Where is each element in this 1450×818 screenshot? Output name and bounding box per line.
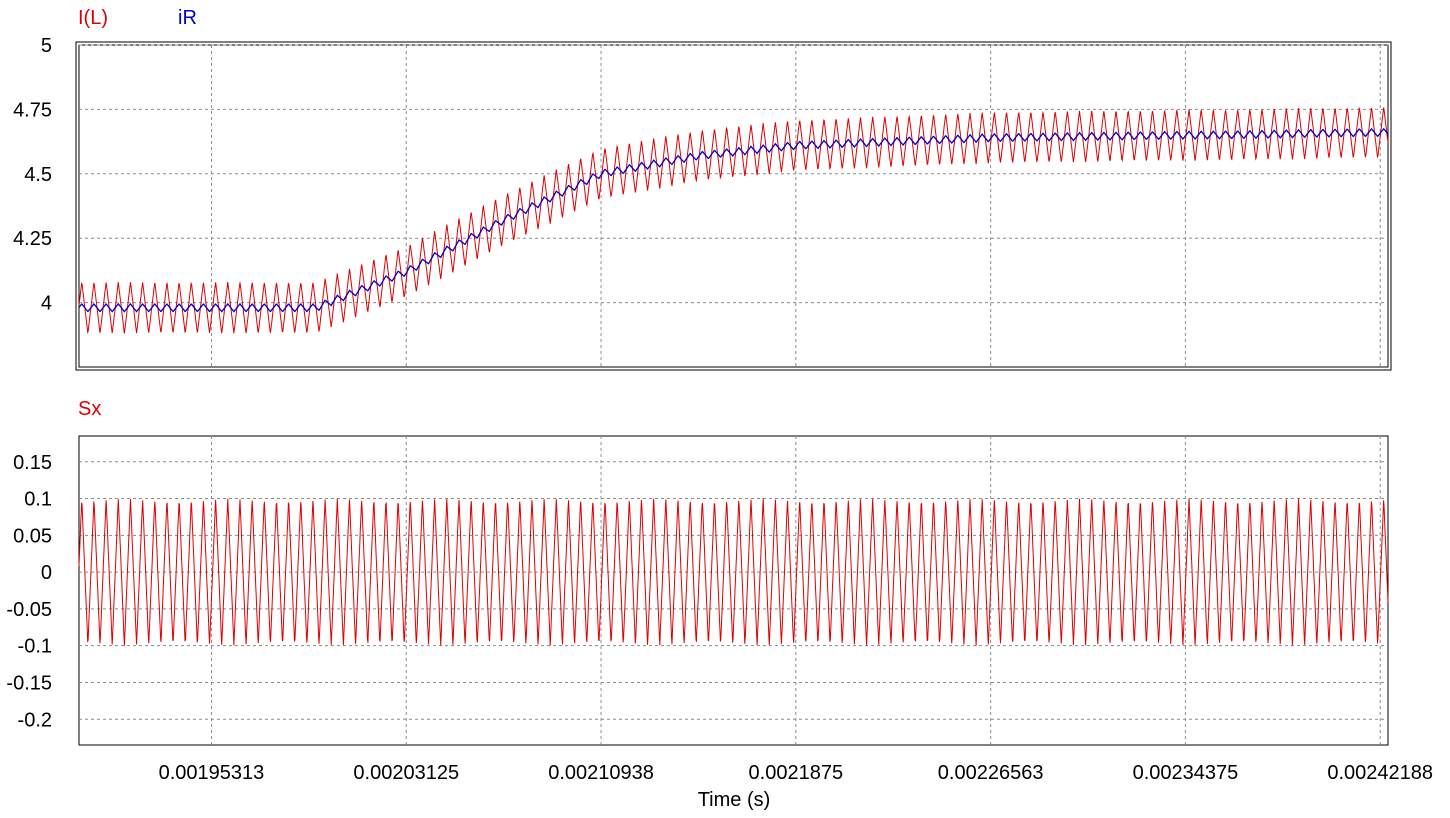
bottom-y-tick-label: 0 bbox=[41, 562, 52, 584]
x-tick-label: 0.00195313 bbox=[159, 762, 265, 784]
bottom-y-tick-label: -0.1 bbox=[18, 636, 52, 658]
x-tick-label: 0.00242188 bbox=[1327, 762, 1433, 784]
top-y-tick-label: 4.5 bbox=[24, 164, 52, 186]
bottom-y-tick-label: -0.15 bbox=[6, 672, 52, 694]
bottom-y-ticks: -0.2 -0.15 -0.1 -0.05 0 0.05 0.1 0.15 bbox=[6, 452, 52, 732]
legend-sx: Sx bbox=[78, 398, 101, 420]
bottom-y-tick-label: 0.15 bbox=[13, 452, 52, 474]
bottom-panel-frame bbox=[78, 435, 1389, 746]
x-axis-label: Time (s) bbox=[698, 789, 771, 811]
series-line-sx bbox=[78, 498, 1389, 646]
bottom-y-tick-label: 0.05 bbox=[13, 525, 52, 547]
x-tick-label: 0.0021875 bbox=[749, 762, 844, 784]
bottom-x-ticks: 0.00195313 0.00203125 0.00210938 0.0021875 0… bbox=[159, 762, 1433, 784]
x-tick-label: 0.00210938 bbox=[548, 762, 654, 784]
bottom-y-tick-label: -0.05 bbox=[6, 599, 52, 621]
top-y-ticks: 4 4.25 4.5 4.75 5 bbox=[13, 35, 52, 315]
series-line-ir bbox=[78, 127, 1389, 313]
top-panel: 4 4.25 4.5 4.75 5 I(L) iR bbox=[13, 7, 1392, 371]
top-panel-frame-outer bbox=[75, 41, 1392, 371]
bottom-y-tick-label: -0.2 bbox=[18, 709, 52, 731]
top-y-tick-label: 4.75 bbox=[13, 99, 52, 121]
x-tick-label: 0.00234375 bbox=[1133, 762, 1239, 784]
bottom-grid bbox=[79, 436, 1388, 745]
legend-i-l: I(L) bbox=[78, 7, 108, 29]
legend-ir: iR bbox=[178, 7, 197, 29]
series-line-i-l bbox=[78, 106, 1389, 335]
top-y-tick-label: 4 bbox=[41, 293, 52, 315]
x-tick-label: 0.00226563 bbox=[938, 762, 1044, 784]
top-y-tick-label: 5 bbox=[41, 35, 52, 57]
bottom-y-tick-label: 0.1 bbox=[24, 489, 52, 511]
x-tick-label: 0.00203125 bbox=[353, 762, 459, 784]
bottom-panel: -0.2 -0.15 -0.1 -0.05 0 0.05 0.1 0.15 Sx 0.0019… bbox=[6, 398, 1433, 811]
top-y-tick-label: 4.25 bbox=[13, 228, 52, 250]
